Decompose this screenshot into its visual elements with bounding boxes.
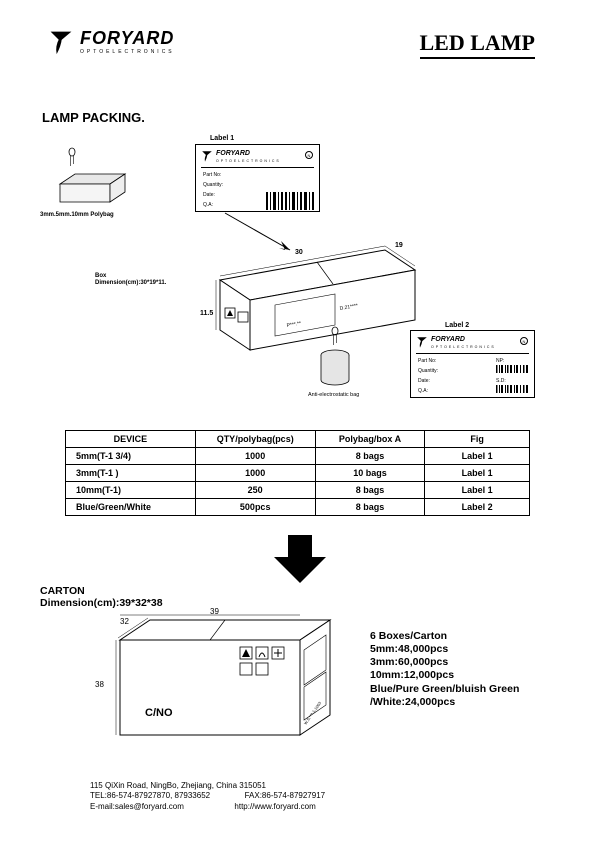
table-cell: 1000 xyxy=(195,448,315,465)
mini-brand: FORYARD xyxy=(216,150,250,157)
table-cell: 8 bags xyxy=(315,448,425,465)
label1-card: FORYARD OPTOELECTRONICS N Part No: Quant… xyxy=(195,144,320,212)
table-cell: 8 bags xyxy=(315,482,425,499)
table-row: 5mm(T-1 3/4)10008 bagsLabel 1 xyxy=(66,448,530,465)
footer: 115 QiXin Road, NingBo, Zhejiang, China … xyxy=(90,781,325,812)
polybag-icon xyxy=(50,144,150,214)
label2-caption: Label 2 xyxy=(445,322,469,329)
mini-logo-icon xyxy=(201,150,213,162)
footer-fax: FAX:86-574-87927917 xyxy=(245,791,326,800)
field-np: NP: xyxy=(496,358,504,364)
table-cell: 10 bags xyxy=(315,465,425,482)
table-cell: 8 bags xyxy=(315,499,425,516)
detail-2: 3mm:60,000pcs xyxy=(370,656,519,669)
header-logo: FORYARD OPTOELECTRONICS xyxy=(48,28,175,55)
dim-11: 11.5 xyxy=(200,310,213,317)
barcode-icon xyxy=(496,365,531,373)
detail-3: 10mm:12,000pcs xyxy=(370,669,519,682)
box-caption2: Dimension(cm):30*19*11. xyxy=(95,280,166,286)
table-row: 3mm(T-1 )100010 bagsLabel 1 xyxy=(66,465,530,482)
barcode-icon xyxy=(496,385,531,393)
antistatic-bag-icon xyxy=(315,325,365,395)
mini-sub: OPTOELECTRONICS xyxy=(216,159,281,163)
label1-caption: Label 1 xyxy=(210,135,234,142)
table-cell: 10mm(T-1) xyxy=(66,482,196,499)
carton-diagram: CARTON Dimension(cm):39*32*38 xyxy=(40,585,555,765)
footer-email: E-mail:sales@foryard.com xyxy=(90,802,184,811)
footer-addr: 115 QiXin Road, NingBo, Zhejiang, China … xyxy=(90,781,325,791)
mini-logo-icon xyxy=(416,336,428,348)
field-qa: Q.A: xyxy=(418,388,428,394)
brand-sub: OPTOELECTRONICS xyxy=(80,49,175,55)
detail-0: 6 Boxes/Carton xyxy=(370,630,519,643)
cert-mark-icon: N xyxy=(305,151,313,159)
brand-name: FORYARD xyxy=(80,28,175,49)
detail-4: Blue/Pure Green/bluish Green xyxy=(370,683,519,696)
dim-w: 39 xyxy=(210,607,219,616)
polybag-caption: 3mm.5mm.10mm Polybag xyxy=(40,212,114,218)
table-row: Blue/Green/White500pcs8 bagsLabel 2 xyxy=(66,499,530,516)
field-quantity: Quantity: xyxy=(418,368,438,374)
table-cell: Label 1 xyxy=(425,448,530,465)
down-arrow-icon xyxy=(270,535,330,585)
mini-brand: FORYARD xyxy=(431,336,465,343)
box-caption1: Box xyxy=(95,273,106,279)
dim-h: 38 xyxy=(95,680,104,689)
table-cell: 1000 xyxy=(195,465,315,482)
footer-web: http://www.foryard.com xyxy=(234,802,315,811)
table-cell: 500pcs xyxy=(195,499,315,516)
table-cell: 250 xyxy=(195,482,315,499)
cno-label: C/NO xyxy=(145,707,173,719)
detail-5: /White:24,000pcs xyxy=(370,696,519,709)
packing-table: DEVICEQTY/polybag(pcs)Polybag/box AFig 5… xyxy=(65,430,530,516)
section-title: LAMP PACKING. xyxy=(42,110,145,125)
page-title: LED LAMP xyxy=(420,30,536,59)
antistatic-caption: Anti-electrostatic bag xyxy=(308,392,359,398)
table-cell: Label 1 xyxy=(425,465,530,482)
carton-l1: CARTON xyxy=(40,585,163,597)
footer-tel: TEL:86-574-87927870, 87933652 xyxy=(90,791,210,800)
field-quantity: Quantity: xyxy=(203,182,223,188)
carton-detail: 6 Boxes/Carton 5mm:48,000pcs 3mm:60,000p… xyxy=(370,630,519,709)
table-header: Fig xyxy=(425,431,530,448)
table-header: QTY/polybag(pcs) xyxy=(195,431,315,448)
label2-card: FORYARD OPTOELECTRONICS N Part No: Quant… xyxy=(410,330,535,398)
packing-diagram: Label 1 3mm.5mm.10mm Polybag FORYARD OPT… xyxy=(40,130,555,410)
carton-isometric-icon: W.S.***-1-1003 xyxy=(80,605,360,765)
detail-1: 5mm:48,000pcs xyxy=(370,643,519,656)
table-cell: Label 2 xyxy=(425,499,530,516)
field-sd: S.D: xyxy=(496,378,506,384)
table-header: Polybag/box A xyxy=(315,431,425,448)
table-cell: Blue/Green/White xyxy=(66,499,196,516)
table-header: DEVICE xyxy=(66,431,196,448)
dim-30: 30 xyxy=(295,249,303,256)
field-date: Date: xyxy=(203,192,215,198)
mini-sub: OPTOELECTRONICS xyxy=(431,345,496,349)
field-partno: Part No: xyxy=(203,172,221,178)
table-cell: 3mm(T-1 ) xyxy=(66,465,196,482)
field-date: Date: xyxy=(418,378,430,384)
dim-19: 19 xyxy=(395,242,403,249)
table-row: 10mm(T-1)2508 bagsLabel 1 xyxy=(66,482,530,499)
field-partno: Part No: xyxy=(418,358,436,364)
foryard-logo-icon xyxy=(48,29,74,55)
dim-d: 32 xyxy=(120,617,129,626)
table-cell: Label 1 xyxy=(425,482,530,499)
table-cell: 5mm(T-1 3/4) xyxy=(66,448,196,465)
cert-mark-icon: N xyxy=(520,337,528,345)
